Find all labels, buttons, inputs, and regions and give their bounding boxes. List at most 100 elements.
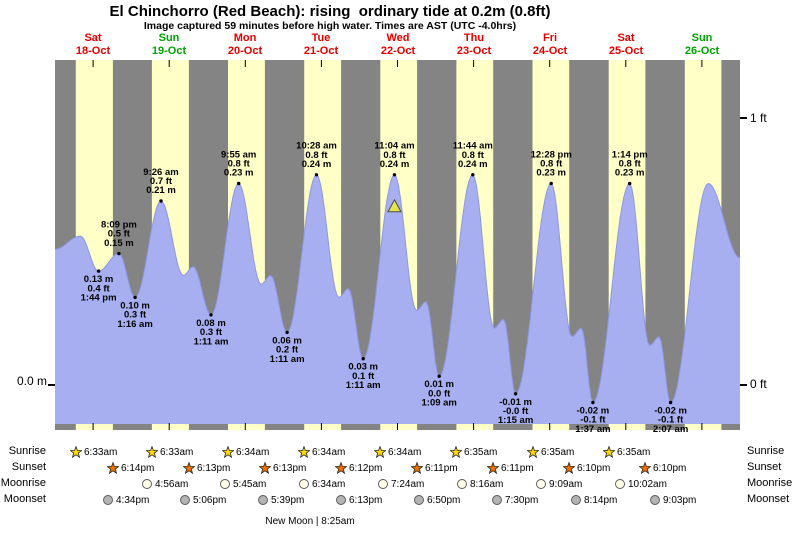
- astro-event-time: 6:13pm: [197, 462, 231, 474]
- tide-extreme-dot: [117, 251, 121, 256]
- tide-extreme-dot: [314, 173, 319, 177]
- tide-annotation-low: 1:37 am: [575, 424, 610, 435]
- astro-event-time: 6:35am: [464, 446, 498, 458]
- tide-annotation-high: 10:28 am: [296, 141, 337, 152]
- star-shape: [259, 462, 271, 474]
- moonset-event: 5:39pm: [257, 493, 304, 507]
- sunset-star-icon: [639, 462, 651, 474]
- astro-row-label-moonset-left: Moonset: [3, 493, 46, 505]
- sunset-star-icon: [259, 462, 271, 474]
- tide-annotation-low: 1:16 am: [117, 319, 152, 330]
- moonrise-event: 7:24am: [377, 477, 424, 491]
- tide-extreme-dot: [96, 269, 101, 273]
- moonset-event: 8:14pm: [570, 493, 617, 507]
- tide-annotation-low: 1:44 pm: [81, 293, 117, 304]
- sunset-star-icon: [183, 462, 195, 474]
- tide-annotation-low: -0.0 ft: [503, 406, 529, 417]
- tide-annotation-high: 0.8 ft: [383, 150, 406, 161]
- tide-annotation-high: 0.23 m: [536, 168, 566, 179]
- tide-annotation-high: 0.24 m: [302, 159, 332, 170]
- sunrise-event: 6:34am: [298, 445, 345, 459]
- day-date: 26-Oct: [684, 45, 720, 57]
- star-shape: [335, 462, 347, 474]
- tide-extreme-dot: [361, 357, 365, 361]
- sunset-star-icon: [335, 462, 347, 474]
- new-moon-label: New Moon | 8:25am: [265, 516, 355, 527]
- tide-annotation-high: 0.24 m: [458, 159, 488, 170]
- sunrise-event: 6:33am: [70, 445, 117, 459]
- sunrise-star-icon: [603, 446, 615, 458]
- tide-annotation-low: 1:09 am: [422, 398, 457, 409]
- y-axis-label-right-1ft: 1 ft: [750, 111, 767, 125]
- tide-annotation-high: 0.23 m: [224, 168, 254, 179]
- star-shape: [411, 462, 423, 474]
- tide-annotation-high: 0.8 ft: [619, 159, 642, 170]
- tide-annotation-high: 0.8 ft: [540, 159, 563, 170]
- day-name: Sun: [691, 32, 713, 44]
- tide-annotation-high: 9:26 am: [143, 167, 178, 178]
- moon-shape: [571, 495, 581, 505]
- current-time-marker: [387, 198, 402, 213]
- day-date: 20-Oct: [227, 45, 263, 57]
- moon-shape: [299, 479, 309, 489]
- sunset-star-icon: [107, 462, 119, 474]
- chart-title: El Chinchorro (Red Beach): rising ordina…: [109, 3, 551, 20]
- tide-annotation-high: 0.24 m: [380, 159, 410, 170]
- astro-event-time: 6:11pm: [501, 462, 534, 474]
- astro-event-time: 6:13pm: [349, 494, 383, 506]
- day-name: Sat: [84, 32, 102, 44]
- tide-annotation-low: 0.01 m: [424, 379, 454, 390]
- astro-event-time: 6:13pm: [273, 462, 307, 474]
- moon-shape: [180, 495, 190, 505]
- moon-shape: [220, 479, 230, 489]
- moon-shape: [615, 479, 625, 489]
- sunrise-star-icon: [374, 446, 386, 458]
- sunrise-event: 6:35am: [527, 445, 574, 459]
- sunset-star-icon: [411, 462, 423, 474]
- y-axis-tick-right-0ft: [740, 384, 747, 386]
- sunrise-star-icon: [222, 446, 234, 458]
- astro-row-label-moonrise-left: Moonrise: [0, 477, 46, 489]
- star-shape: [222, 446, 234, 458]
- star-shape: [70, 446, 82, 458]
- y-axis-tick-left-0m: [48, 384, 55, 386]
- tide-extreme-dot: [549, 181, 553, 186]
- tide-extreme-dot: [628, 181, 632, 186]
- tide-curve: [54, 174, 741, 404]
- tide-annotation-low: 0.08 m: [196, 318, 226, 329]
- tide-extreme-dot: [591, 400, 595, 405]
- moonrise-event: 5:45am: [219, 477, 266, 491]
- day-label: Sun 19-Oct: [131, 32, 207, 58]
- sunrise-event: 6:35am: [603, 445, 650, 459]
- moonset-event: 7:30pm: [491, 493, 538, 507]
- sunset-star-icon: [563, 462, 575, 474]
- moonset-moon-icon: [571, 495, 581, 505]
- sunset-event: 6:12pm: [335, 461, 382, 475]
- sunrise-star-icon: [146, 446, 158, 458]
- tide-annotation-low: 0.03 m: [348, 362, 378, 373]
- star-shape: [374, 446, 386, 458]
- tide-annotation-high: 0.8 ft: [305, 150, 328, 161]
- chart-subtitle: Image captured 59 minutes before high wa…: [143, 20, 517, 32]
- sunrise-event: 6:34am: [222, 445, 269, 459]
- sunrise-event: 6:35am: [450, 445, 497, 459]
- tide-annotation-low: 0.0 ft: [428, 388, 451, 399]
- tide-area: [55, 174, 740, 424]
- day-name: Tue: [311, 32, 331, 44]
- astro-event-time: 8:16am: [470, 478, 504, 490]
- tide-annotation-high: 0.7 ft: [150, 176, 173, 187]
- moonrise-moon-icon: [457, 479, 467, 489]
- moon-shape: [258, 495, 268, 505]
- tide-extreme-dot: [133, 295, 137, 300]
- tide-annotation-high: 1:14 pm: [612, 149, 648, 160]
- sunset-event: 6:11pm: [411, 461, 458, 475]
- day-date: 18-Oct: [75, 45, 111, 57]
- moonset-event: 6:50pm: [413, 493, 460, 507]
- star-shape: [107, 462, 119, 474]
- astro-event-time: 6:34am: [236, 446, 270, 458]
- sunset-event: 6:10pm: [639, 461, 686, 475]
- moon-shape: [142, 479, 152, 489]
- day-label: Tue 21-Oct: [283, 32, 359, 58]
- moonrise-moon-icon: [142, 479, 152, 489]
